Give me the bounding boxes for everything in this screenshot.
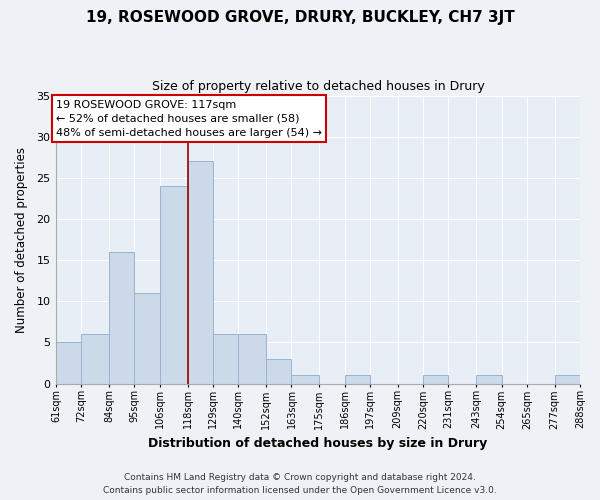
Bar	[554, 376, 580, 384]
Bar	[56, 342, 82, 384]
Bar	[82, 334, 109, 384]
Bar	[476, 376, 502, 384]
X-axis label: Distribution of detached houses by size in Drury: Distribution of detached houses by size …	[148, 437, 488, 450]
Bar	[344, 376, 370, 384]
Bar	[292, 376, 319, 384]
Bar	[109, 252, 134, 384]
Y-axis label: Number of detached properties: Number of detached properties	[15, 146, 28, 332]
Bar	[238, 334, 266, 384]
Title: Size of property relative to detached houses in Drury: Size of property relative to detached ho…	[152, 80, 484, 93]
Bar	[134, 293, 160, 384]
Bar	[423, 376, 448, 384]
Text: Contains HM Land Registry data © Crown copyright and database right 2024.
Contai: Contains HM Land Registry data © Crown c…	[103, 474, 497, 495]
Text: 19 ROSEWOOD GROVE: 117sqm
← 52% of detached houses are smaller (58)
48% of semi-: 19 ROSEWOOD GROVE: 117sqm ← 52% of detac…	[56, 100, 322, 138]
Text: 19, ROSEWOOD GROVE, DRURY, BUCKLEY, CH7 3JT: 19, ROSEWOOD GROVE, DRURY, BUCKLEY, CH7 …	[86, 10, 514, 25]
Bar	[160, 186, 188, 384]
Bar	[213, 334, 238, 384]
Bar	[266, 359, 292, 384]
Bar	[188, 162, 213, 384]
